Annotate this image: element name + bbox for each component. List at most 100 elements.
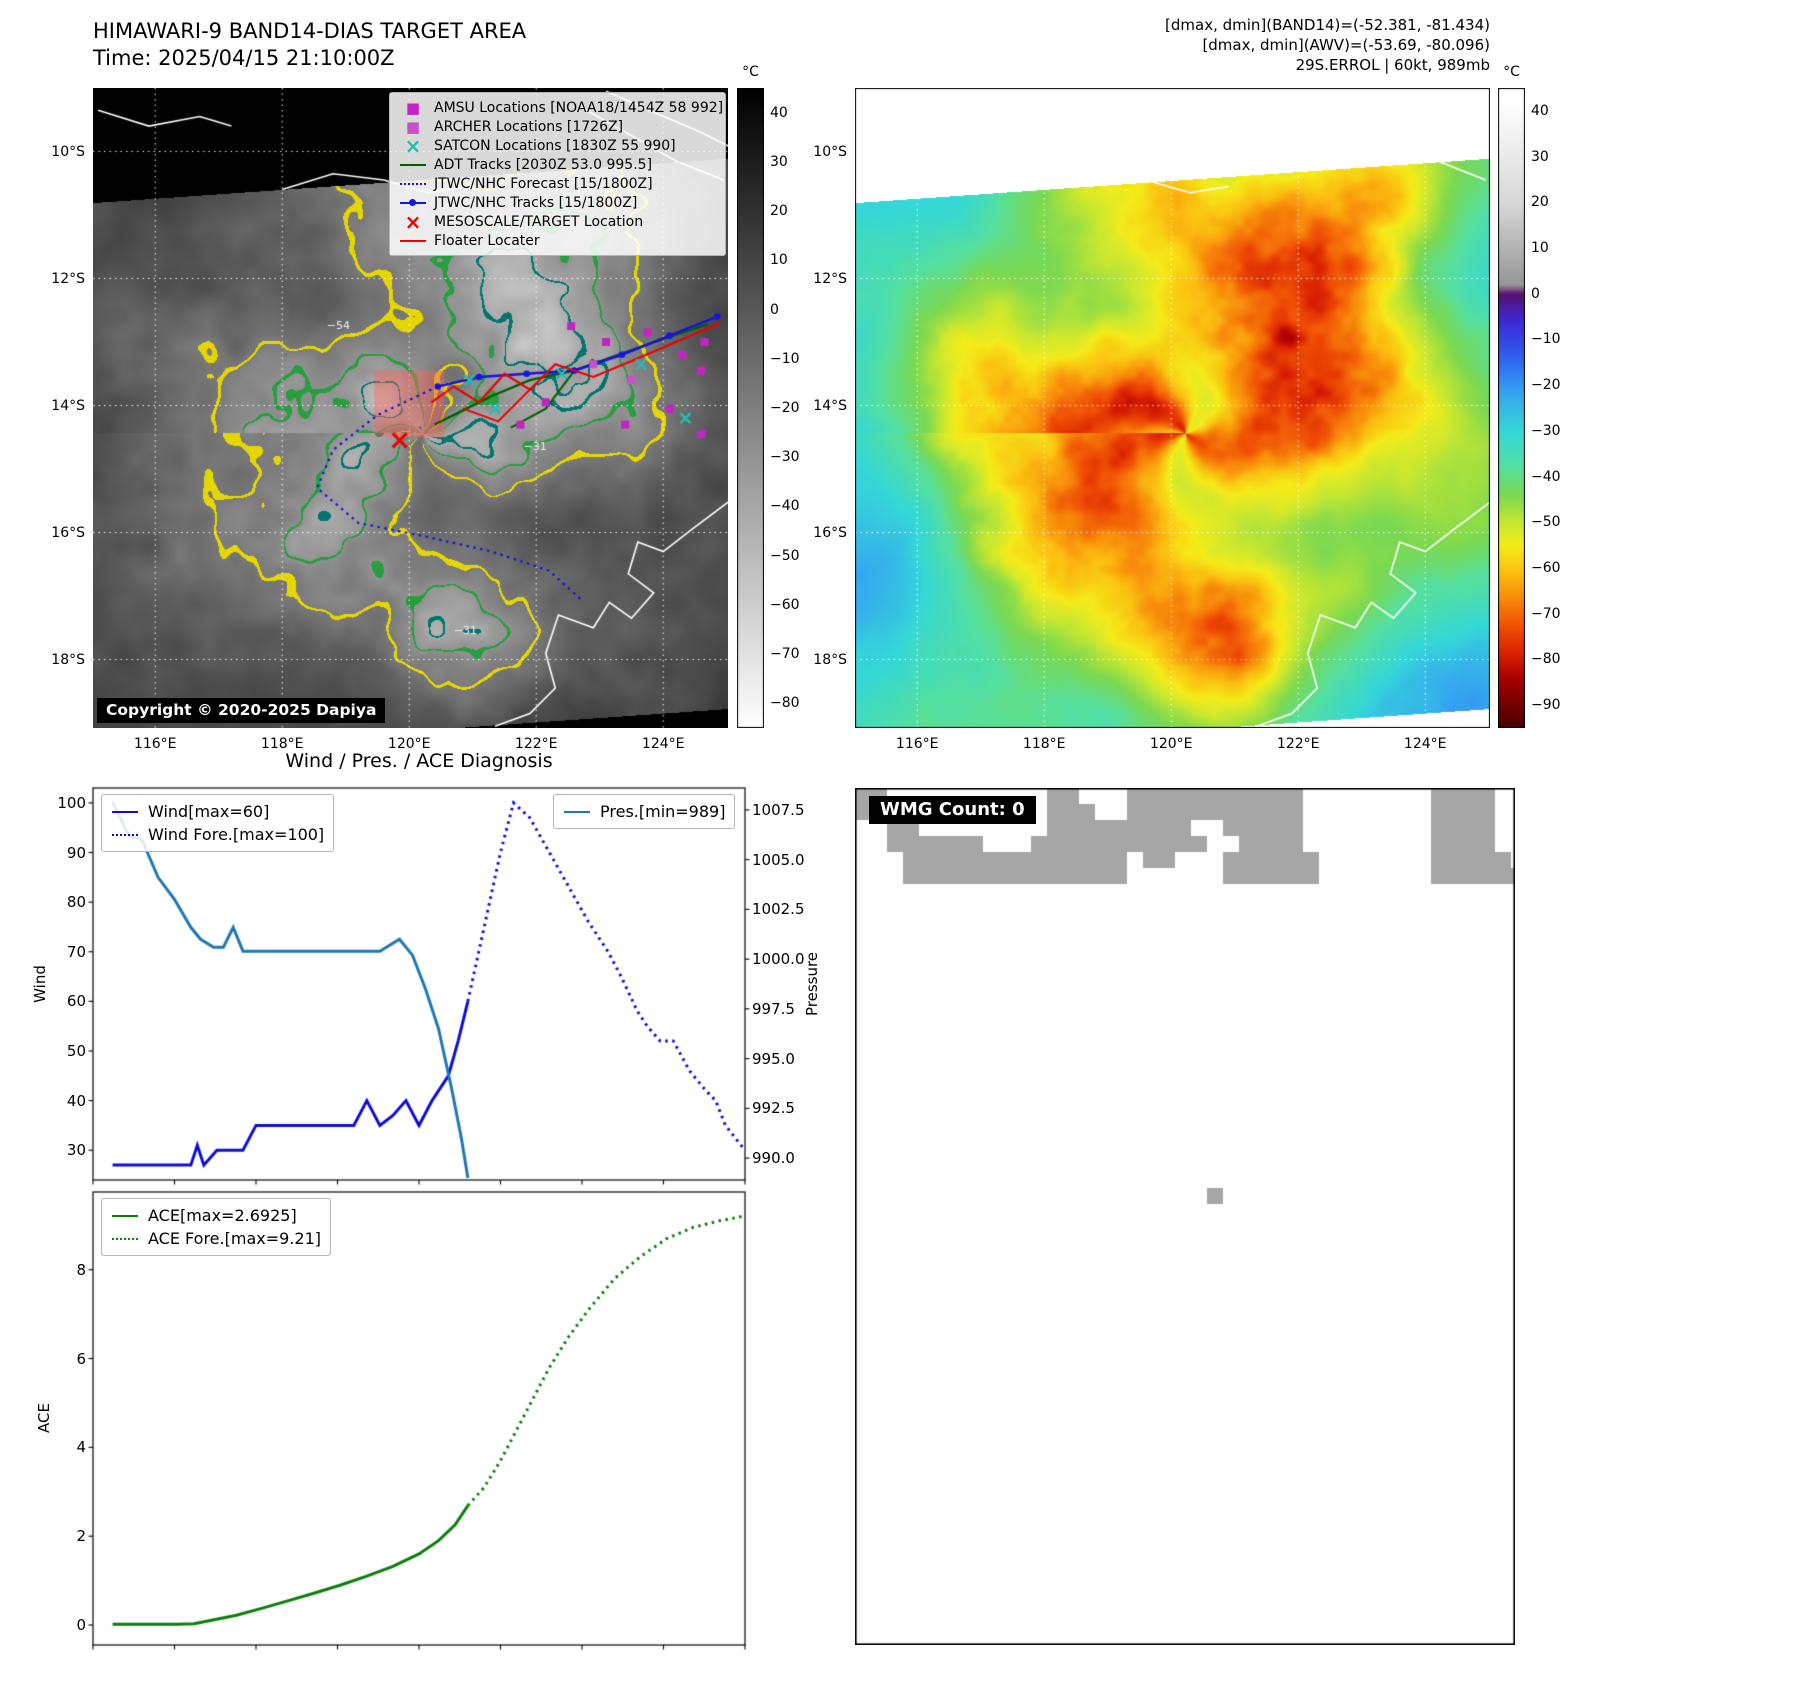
y-tick-label: 50 xyxy=(66,1041,86,1060)
lat-tick-label: 18°S xyxy=(813,651,847,668)
ace-forecast-dotted-icon xyxy=(111,1237,139,1240)
colorbar-tick-label: −70 xyxy=(1531,605,1561,622)
lon-tick-label: 120°E xyxy=(387,736,431,752)
awv-colorbar xyxy=(1498,88,1525,728)
colorbar-tick-label: 10 xyxy=(770,252,788,269)
legend-label: Wind Fore.[max=100] xyxy=(148,825,325,844)
legend-label: Pres.[min=989] xyxy=(600,802,726,821)
lon-tick-label: 122°E xyxy=(1276,736,1320,752)
y-tick-label: 90 xyxy=(66,843,86,862)
wind-line-icon xyxy=(111,810,139,813)
lon-tick-label: 120°E xyxy=(1149,736,1193,752)
y-tick-label: 6 xyxy=(76,1349,86,1368)
y-tick-label: 60 xyxy=(66,992,86,1011)
legend-item: Wind[max=60] xyxy=(111,800,324,823)
dmax-band14-text: [dmax, dmin](BAND14)=(-52.381, -81.434) xyxy=(1165,16,1490,34)
legend-item: × SATCON Locations [1830Z 55 990] xyxy=(399,133,716,158)
colorbar-tick-label: −90 xyxy=(1531,697,1561,714)
y-tick-label: 1002.5 xyxy=(752,900,805,919)
band14-title-text: HIMAWARI-9 BAND14-DIAS TARGET AREA xyxy=(93,19,527,43)
legend-label: ADT Tracks [2030Z 53.0 995.5] xyxy=(434,156,653,173)
legend-item: ACE Fore.[max=9.21] xyxy=(111,1227,321,1250)
lon-tick-label: 116°E xyxy=(895,736,939,752)
legend-item: ACE[max=2.6925] xyxy=(111,1204,321,1227)
lat-tick-label: 14°S xyxy=(51,397,85,414)
y-tick-label: 30 xyxy=(66,1141,86,1160)
colorbar-tick-label: −50 xyxy=(1531,514,1561,531)
legend-item: Pres.[min=989] xyxy=(563,800,725,823)
lon-tick-label: 124°E xyxy=(641,736,685,752)
y-tick-label: 70 xyxy=(66,942,86,961)
colorbar-tick-label: 40 xyxy=(1531,102,1549,119)
forecast-dotted-icon xyxy=(399,182,427,185)
lat-tick-label: 10°S xyxy=(813,143,847,160)
colorbar-tick-label: 30 xyxy=(1531,148,1549,165)
wind-forecast-dotted-icon xyxy=(111,833,139,836)
legend-item: JTWC/NHC Forecast [15/1800Z] xyxy=(399,174,716,193)
colorbar-tick-label: −40 xyxy=(1531,468,1561,485)
legend-label: ACE Fore.[max=9.21] xyxy=(148,1229,321,1248)
dmax-awv-text: [dmax, dmin](AWV)=(-53.69, -80.096) xyxy=(1202,35,1490,54)
lat-tick-label: 14°S xyxy=(813,397,847,414)
colorbar-tick-label: −40 xyxy=(770,498,800,515)
legend-item: JTWC/NHC Tracks [15/1800Z] xyxy=(399,193,716,212)
target-x-icon: × xyxy=(404,209,422,234)
y-tick-label: 8 xyxy=(76,1260,86,1279)
lon-tick-label: 122°E xyxy=(514,736,558,752)
wmg-count-badge: WMG Count: 0 xyxy=(869,796,1036,824)
wmg-map xyxy=(855,788,1515,1645)
lat-tick-label: 10°S xyxy=(51,143,85,160)
pressure-axis-label: Pressure xyxy=(803,951,821,1017)
pressure-line-icon xyxy=(563,810,591,813)
y-tick-label: 4 xyxy=(76,1438,86,1457)
legend-label: Wind[max=60] xyxy=(148,802,270,821)
colorbar-tick-label: −80 xyxy=(1531,651,1561,668)
y-tick-label: 992.5 xyxy=(752,1099,795,1118)
adt-line-icon xyxy=(399,163,427,166)
archer-square-icon: ■ xyxy=(405,117,421,136)
y-tick-label: 40 xyxy=(66,1091,86,1110)
y-tick-label: 990.0 xyxy=(752,1149,795,1168)
awv-satellite-map xyxy=(855,88,1490,728)
colorbar-tick-label: −20 xyxy=(1531,377,1561,394)
y-tick-label: 2 xyxy=(76,1527,86,1546)
legend-item: ADT Tracks [2030Z 53.0 995.5] xyxy=(399,155,716,174)
y-tick-label: 0 xyxy=(76,1616,86,1634)
satcon-x-icon: × xyxy=(404,133,422,158)
pressure-legend: Pres.[min=989] xyxy=(553,794,736,829)
floater-line-icon xyxy=(399,239,427,242)
band14-colorbar-unit: °C xyxy=(742,64,759,80)
band14-panel-title: HIMAWARI-9 BAND14-DIAS TARGET AREA Time:… xyxy=(93,18,526,73)
colorbar-tick-label: 40 xyxy=(770,104,788,121)
legend-item: Floater Locater xyxy=(399,231,716,250)
colorbar-tick-label: −60 xyxy=(770,596,800,613)
y-tick-label: 995.0 xyxy=(752,1049,795,1068)
colorbar-tick-label: 30 xyxy=(770,153,788,170)
lat-tick-label: 12°S xyxy=(51,270,85,287)
y-tick-label: 1007.5 xyxy=(752,800,805,819)
lon-tick-label: 124°E xyxy=(1403,736,1447,752)
legend-label: JTWC/NHC Tracks [15/1800Z] xyxy=(434,194,638,211)
legend-label: JTWC/NHC Forecast [15/1800Z] xyxy=(434,175,653,192)
awv-panel-header: [dmax, dmin](BAND14)=(-52.381, -81.434) … xyxy=(1040,16,1490,75)
colorbar-tick-label: 0 xyxy=(770,301,779,318)
colorbar-tick-label: −10 xyxy=(770,350,800,367)
colorbar-tick-label: −30 xyxy=(1531,422,1561,439)
colorbar-tick-label: 20 xyxy=(1531,194,1549,211)
lon-tick-label: 118°E xyxy=(260,736,304,752)
y-tick-label: 80 xyxy=(66,893,86,912)
ace-legend: ACE[max=2.6925] ACE Fore.[max=9.21] xyxy=(101,1198,331,1256)
lat-tick-label: 12°S xyxy=(813,270,847,287)
amsu-square-icon: ■ xyxy=(405,98,421,117)
colorbar-tick-label: −10 xyxy=(1531,331,1561,348)
legend-label: ARCHER Locations [1726Z] xyxy=(434,118,624,135)
lat-tick-label: 18°S xyxy=(51,651,85,668)
colorbar-tick-label: −80 xyxy=(770,695,800,712)
diagnosis-chart-title: Wind / Pres. / ACE Diagnosis xyxy=(285,750,553,772)
colorbar-tick-label: −50 xyxy=(770,547,800,564)
awv-colorbar-unit: °C xyxy=(1503,64,1520,80)
legend-item: Wind Fore.[max=100] xyxy=(111,823,324,846)
ace-line-icon xyxy=(111,1214,139,1217)
colorbar-tick-label: 0 xyxy=(1531,285,1540,302)
